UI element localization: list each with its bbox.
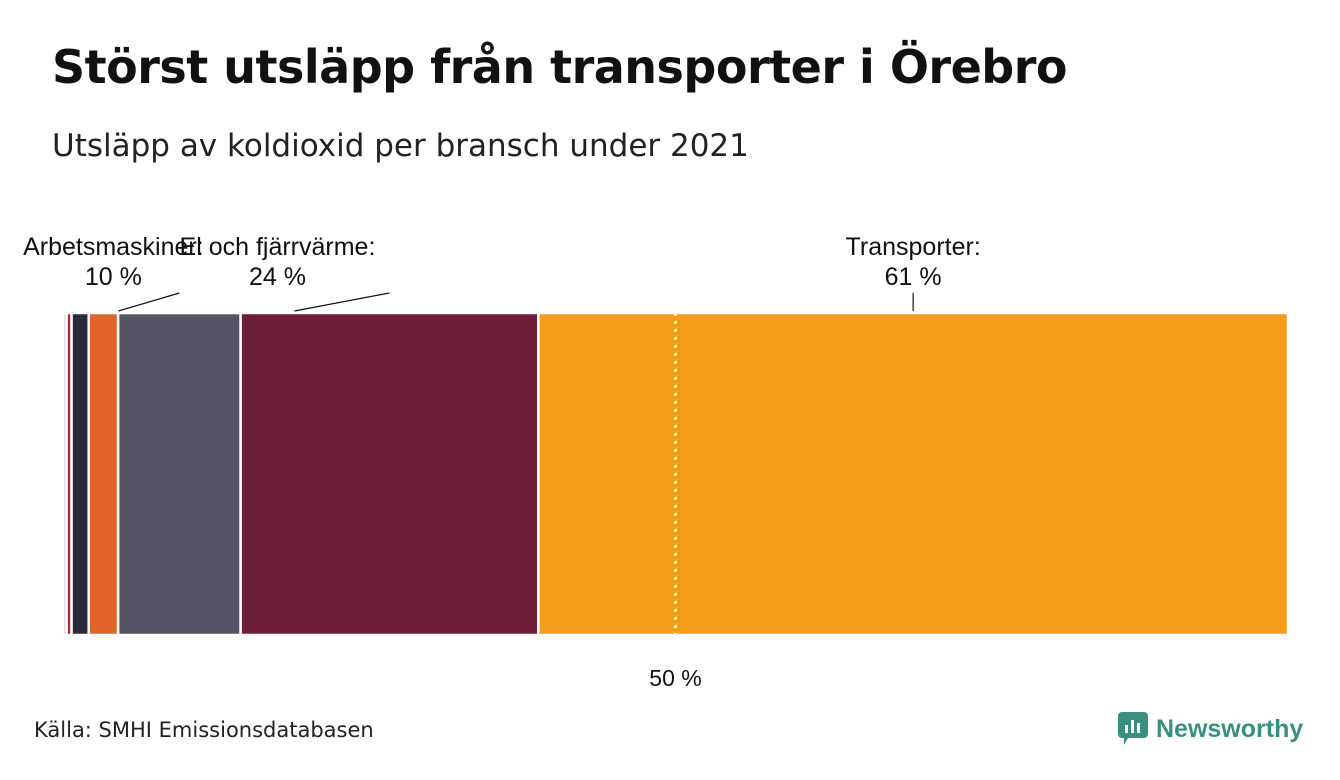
- segment-value-label: 24 %: [249, 263, 306, 291]
- segment-value-label: 61 %: [885, 263, 942, 291]
- bar-segment: [87, 311, 120, 637]
- bar-segment: [239, 311, 540, 637]
- chart-subtitle: Utsläpp av koldioxid per bransch under 2…: [52, 128, 749, 164]
- brand-name: Newsworthy: [1156, 714, 1304, 743]
- reference-line-label: 50 %: [649, 665, 701, 691]
- bar-segment: [537, 311, 1290, 637]
- segment-value-label: 10 %: [85, 263, 142, 291]
- segment-label: Arbetsmaskiner:: [23, 233, 204, 261]
- segment-label: Transporter:: [846, 233, 981, 261]
- bar-segment: [116, 311, 242, 637]
- newsworthy-logo-icon: [1118, 712, 1148, 745]
- label-connector: [118, 292, 180, 312]
- segment-label: El och fjärrvärme:: [180, 233, 376, 261]
- label-connector: [294, 292, 390, 312]
- source-note: Källa: SMHI Emissionsdatabasen: [34, 718, 374, 742]
- brand-logo[interactable]: Newsworthy: [1118, 712, 1303, 746]
- bar-segment: [70, 311, 90, 637]
- stacked-bar-chart: Arbetsmaskiner:10 % El och fjärrvärme:24 …: [23, 233, 1290, 691]
- chart-title: Störst utsläpp från transporter i Örebro: [52, 40, 1068, 94]
